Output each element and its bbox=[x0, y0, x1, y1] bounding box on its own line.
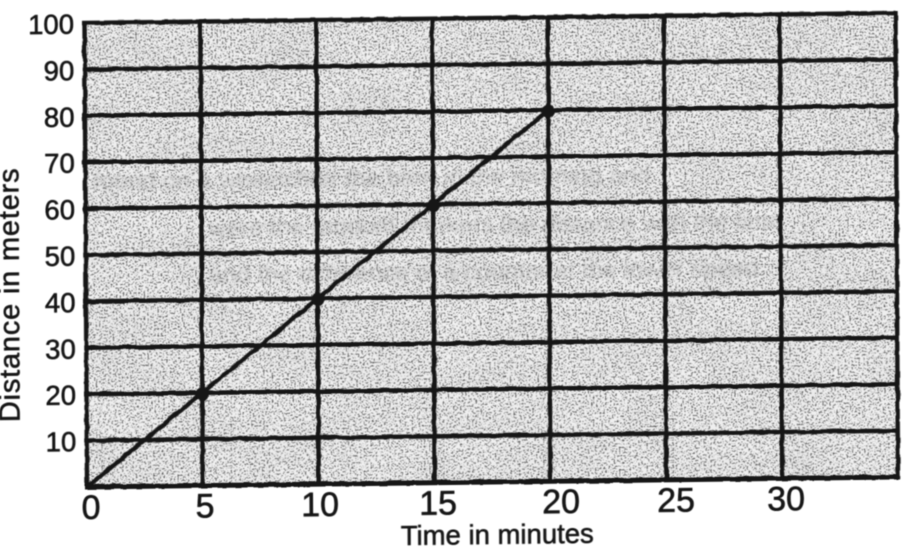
svg-text:found on a wheelchair the barn: found on a wheelchair the barn in the mo… bbox=[93, 161, 650, 196]
svg-text:0: 0 bbox=[82, 489, 101, 527]
svg-text:Time in minutes: Time in minutes bbox=[401, 518, 594, 547]
svg-text:5: 5 bbox=[196, 487, 215, 525]
svg-text:90: 90 bbox=[44, 55, 75, 86]
svg-text:50: 50 bbox=[45, 241, 76, 272]
svg-text:30: 30 bbox=[45, 333, 76, 364]
svg-text:40: 40 bbox=[45, 287, 76, 318]
svg-text:20: 20 bbox=[45, 380, 76, 411]
svg-text:70: 70 bbox=[44, 148, 75, 179]
svg-text:25: 25 bbox=[657, 482, 695, 520]
svg-text:10: 10 bbox=[46, 426, 77, 457]
svg-text:10: 10 bbox=[301, 486, 339, 524]
svg-text:15: 15 bbox=[419, 484, 457, 522]
svg-text:60: 60 bbox=[44, 194, 75, 225]
svg-text:20: 20 bbox=[542, 483, 580, 521]
svg-text:80: 80 bbox=[44, 101, 75, 132]
svg-text:100: 100 bbox=[28, 9, 74, 41]
svg-text:30: 30 bbox=[767, 480, 805, 518]
svg-text:Distance in meters: Distance in meters bbox=[0, 167, 27, 422]
